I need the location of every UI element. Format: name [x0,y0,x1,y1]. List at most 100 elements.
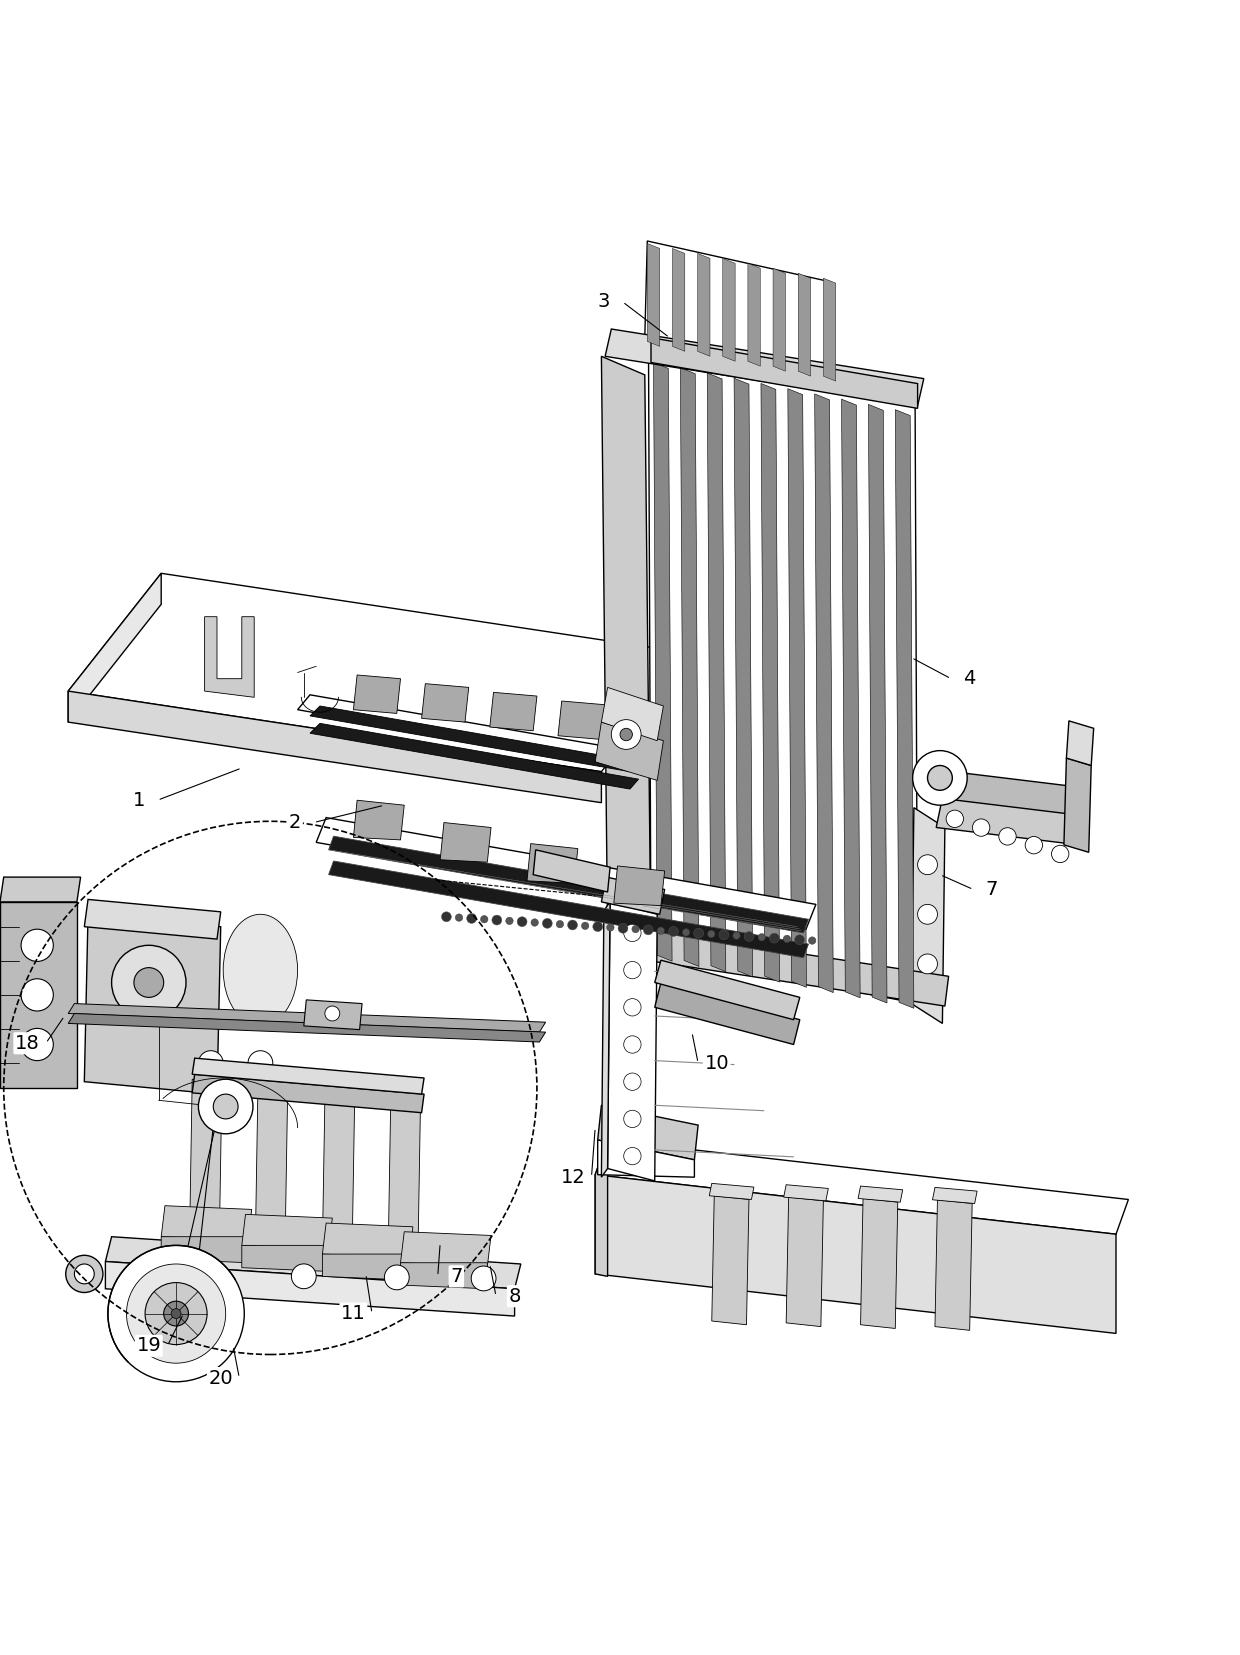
Polygon shape [316,818,816,928]
Polygon shape [322,1223,413,1258]
Circle shape [918,904,937,923]
Circle shape [632,925,640,933]
Polygon shape [68,692,601,803]
Polygon shape [842,399,861,998]
Polygon shape [672,248,684,351]
Text: 8: 8 [508,1286,521,1306]
Circle shape [618,923,627,933]
Polygon shape [601,687,663,741]
Text: 1: 1 [133,791,145,809]
Circle shape [624,1072,641,1091]
Polygon shape [68,573,694,771]
Circle shape [624,1147,641,1165]
Circle shape [384,1264,409,1289]
Circle shape [198,1079,253,1134]
Text: 10: 10 [704,1054,729,1072]
Polygon shape [858,1187,903,1202]
Circle shape [733,932,740,940]
Circle shape [248,1051,273,1076]
Polygon shape [310,723,639,789]
Text: 12: 12 [560,1168,585,1187]
Polygon shape [255,1087,288,1240]
Circle shape [808,937,816,945]
Polygon shape [911,808,945,1023]
Circle shape [198,1263,223,1288]
Polygon shape [605,923,949,1006]
Polygon shape [935,1200,972,1331]
Polygon shape [105,1236,521,1289]
Text: 20: 20 [208,1369,233,1387]
Polygon shape [647,243,660,346]
Polygon shape [655,983,800,1044]
Polygon shape [601,877,665,914]
Circle shape [568,920,578,930]
Text: 19: 19 [136,1336,161,1355]
Circle shape [471,1266,496,1291]
Polygon shape [0,902,77,1087]
Circle shape [620,728,632,741]
Polygon shape [815,394,833,993]
Polygon shape [84,914,221,1094]
Polygon shape [868,404,887,1003]
Circle shape [795,935,805,945]
Circle shape [542,919,552,928]
Circle shape [999,828,1017,846]
Circle shape [171,1309,181,1319]
Circle shape [913,751,967,806]
Circle shape [682,928,689,937]
Polygon shape [895,410,914,1008]
Polygon shape [401,1231,491,1266]
Polygon shape [787,389,806,988]
Circle shape [21,1028,53,1061]
Circle shape [1025,836,1043,854]
Circle shape [918,953,937,973]
Polygon shape [304,1000,362,1029]
Circle shape [492,915,502,925]
Circle shape [291,1264,316,1289]
Circle shape [708,930,715,938]
Polygon shape [681,367,699,967]
Circle shape [531,919,538,927]
Polygon shape [595,722,663,781]
Text: 11: 11 [341,1304,366,1322]
Circle shape [719,930,729,940]
Circle shape [466,914,476,923]
Polygon shape [1066,722,1094,766]
Circle shape [66,1254,103,1293]
Polygon shape [558,702,605,740]
Circle shape [74,1264,94,1284]
Circle shape [624,998,641,1016]
Polygon shape [936,798,1085,844]
Circle shape [164,1301,188,1326]
Polygon shape [68,1013,546,1043]
Circle shape [145,1283,207,1344]
Polygon shape [533,849,610,892]
Circle shape [112,945,186,1019]
Polygon shape [440,823,491,862]
Circle shape [693,928,703,938]
Polygon shape [601,356,651,952]
Polygon shape [761,384,780,981]
Polygon shape [799,273,811,376]
Polygon shape [605,329,924,405]
Text: 2: 2 [289,813,301,832]
Polygon shape [932,1187,977,1203]
Polygon shape [709,1183,754,1200]
Polygon shape [161,1236,248,1263]
Polygon shape [161,1206,252,1240]
Polygon shape [192,1074,424,1112]
Polygon shape [734,379,753,976]
Polygon shape [936,771,1085,816]
Polygon shape [105,1261,515,1316]
Text: 4: 4 [963,669,976,688]
Circle shape [668,927,678,937]
Circle shape [784,935,791,943]
Circle shape [624,1111,641,1127]
Circle shape [593,922,603,932]
Text: 3: 3 [598,293,610,311]
Polygon shape [192,1058,424,1094]
Polygon shape [1064,758,1091,852]
Polygon shape [242,1215,332,1250]
Circle shape [455,914,463,922]
Polygon shape [310,707,639,771]
